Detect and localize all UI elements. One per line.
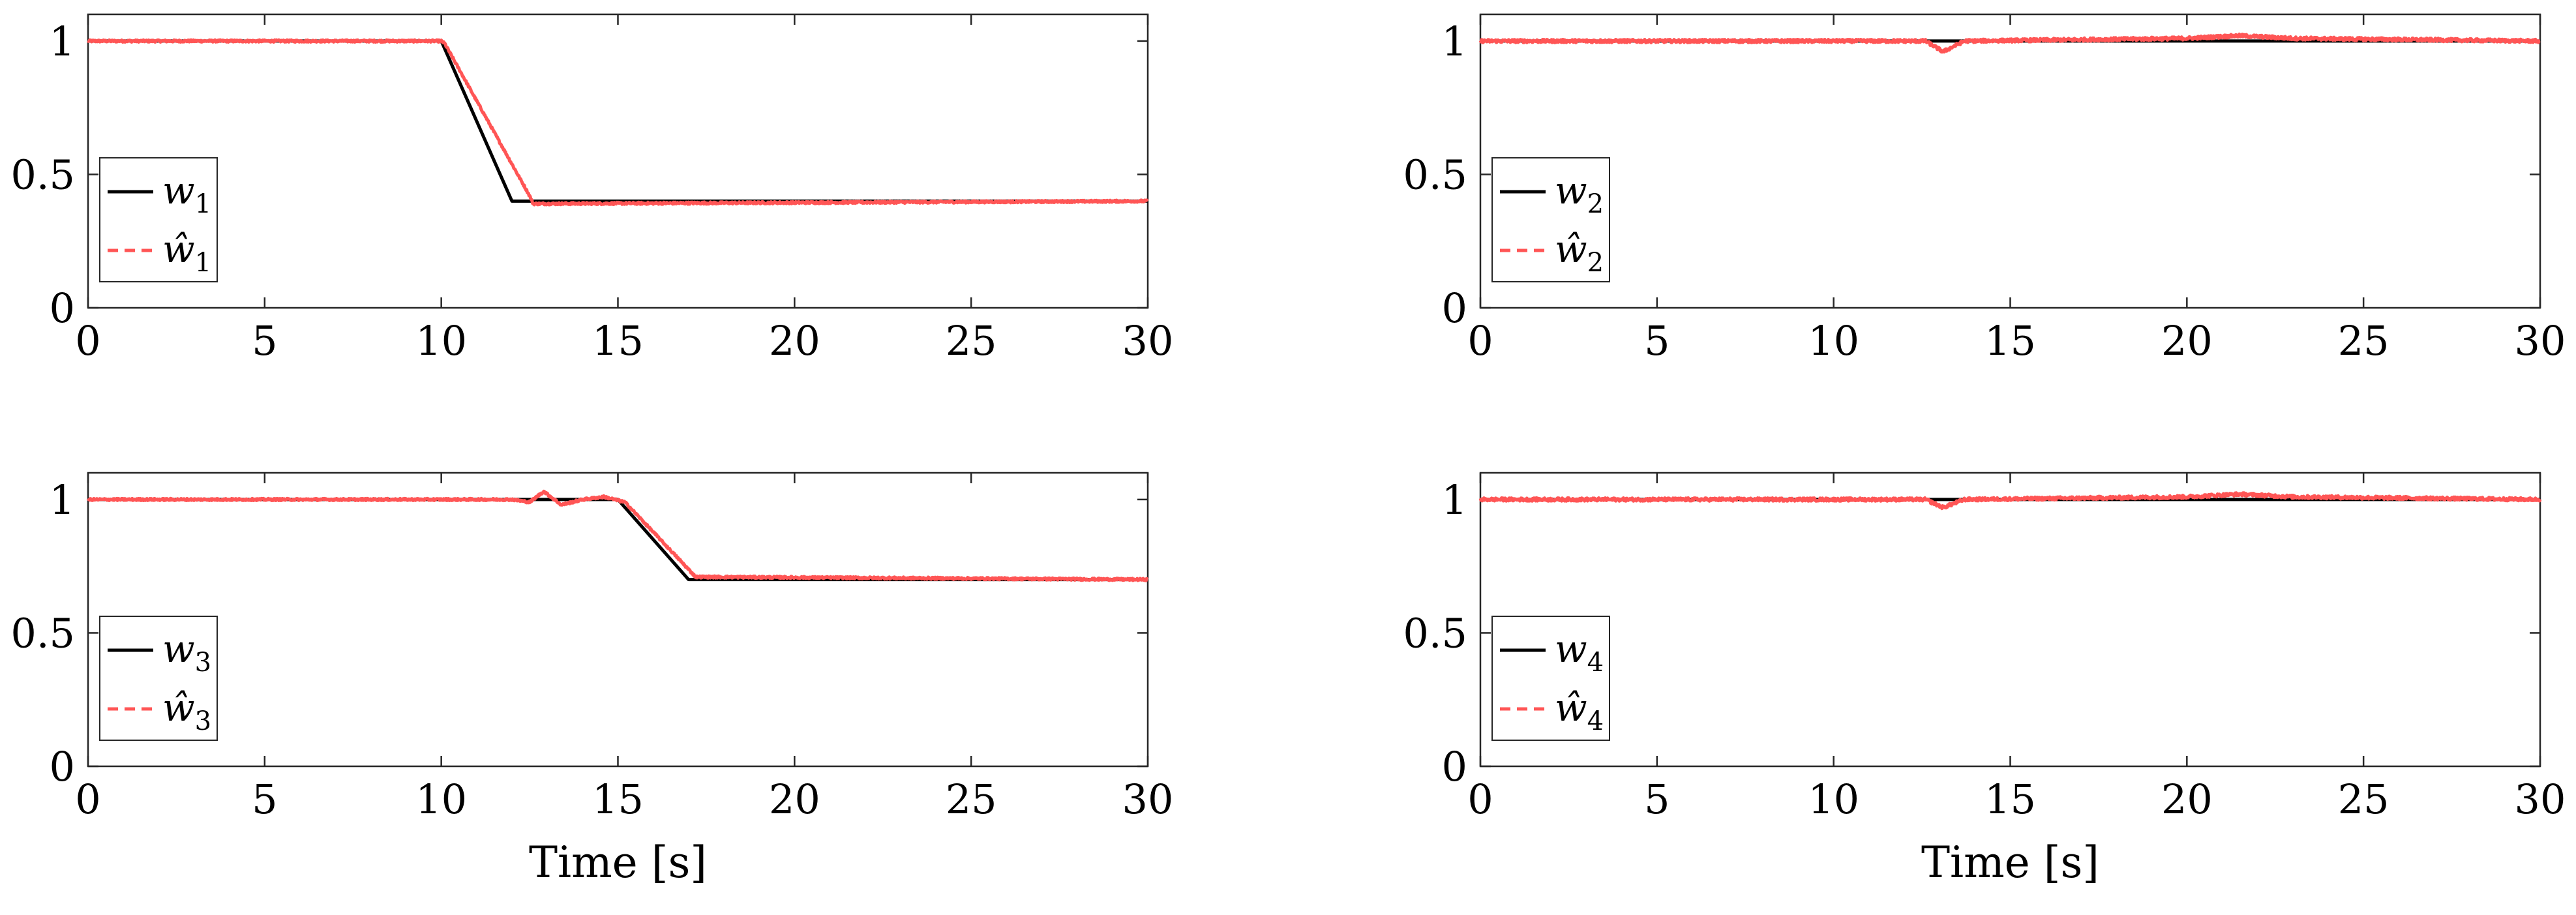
legend-label-2: ŵ2	[1555, 227, 1604, 278]
y-tick-label: 0.5	[10, 609, 75, 657]
series-line-2	[87, 38, 1149, 207]
x-tick-label: 0	[1467, 317, 1493, 365]
x-tick-label: 20	[2161, 775, 2213, 823]
y-tick-label: 0	[50, 743, 75, 790]
legend-label-1: w3	[162, 627, 211, 678]
x-tick-label: 30	[1122, 317, 1174, 365]
y-tick-label: 1	[1442, 476, 1467, 524]
legend-box	[1491, 616, 1610, 741]
x-tick-label: 30	[2515, 775, 2566, 823]
x-tick-label: 0	[75, 775, 100, 823]
x-tick-label: 5	[252, 775, 277, 823]
axes-box	[87, 472, 1149, 768]
y-tick-label: 1	[1442, 18, 1467, 65]
series-line-2	[86, 489, 1149, 582]
legend-label-1: w2	[1555, 168, 1604, 219]
legend-label-2: ŵ3	[162, 685, 211, 736]
axes-box	[1479, 13, 2541, 309]
axes-box	[87, 13, 1149, 309]
x-tick-label: 25	[946, 317, 997, 365]
x-tick-label: 0	[75, 317, 100, 365]
x-tick-label: 10	[1808, 317, 1859, 365]
axes-box	[1479, 472, 2541, 768]
y-tick-label: 0.5	[10, 151, 75, 198]
x-tick-label: 15	[592, 775, 644, 823]
x-tick-label: 5	[1644, 775, 1670, 823]
x-tick-label: 10	[415, 775, 467, 823]
x-axis-label: Time [s]	[529, 837, 707, 888]
y-tick-label: 0	[50, 284, 75, 332]
series-line-2	[1478, 491, 2542, 511]
y-tick-label: 1	[50, 18, 75, 65]
x-tick-label: 5	[252, 317, 277, 365]
x-tick-label: 15	[1984, 317, 2036, 365]
x-tick-label: 20	[2161, 317, 2213, 365]
y-tick-label: 0.5	[1403, 609, 1467, 657]
legend-label-1: w1	[162, 168, 211, 219]
x-axis-label: Time [s]	[1921, 837, 2099, 888]
legend-box	[99, 616, 218, 741]
y-tick-label: 0.5	[1403, 151, 1467, 198]
x-tick-label: 20	[769, 317, 820, 365]
x-tick-label: 20	[769, 775, 820, 823]
legend-label-2: ŵ1	[162, 227, 211, 278]
x-tick-label: 30	[2515, 317, 2566, 365]
y-tick-label: 0	[1442, 743, 1467, 790]
x-tick-label: 15	[592, 317, 644, 365]
x-tick-label: 0	[1467, 775, 1493, 823]
legend-box	[1491, 157, 1610, 282]
legend-label-1: w4	[1555, 627, 1604, 678]
x-tick-label: 30	[1122, 775, 1174, 823]
y-tick-label: 0	[1442, 284, 1467, 332]
legend-label-2: ŵ4	[1555, 685, 1604, 736]
x-tick-label: 15	[1984, 775, 2036, 823]
series-line-2	[1478, 32, 2541, 54]
x-tick-label: 25	[946, 775, 997, 823]
legend-box	[99, 157, 218, 282]
x-tick-label: 25	[2338, 317, 2389, 365]
x-tick-label: 5	[1644, 317, 1670, 365]
x-tick-label: 10	[415, 317, 467, 365]
x-tick-label: 25	[2338, 775, 2389, 823]
y-tick-label: 1	[50, 476, 75, 524]
x-tick-label: 10	[1808, 775, 1859, 823]
